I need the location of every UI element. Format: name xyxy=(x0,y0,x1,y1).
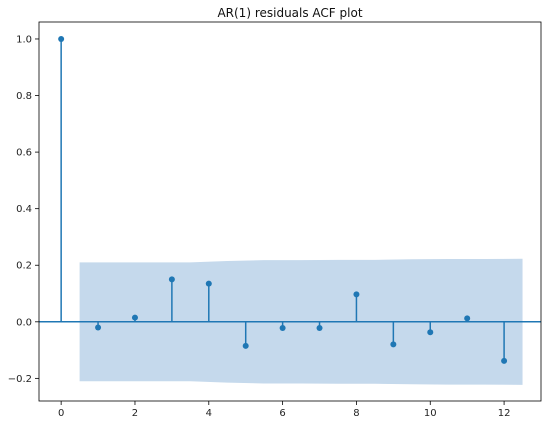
chart-title: AR(1) residuals ACF plot xyxy=(217,6,362,20)
plot-frame xyxy=(38,21,542,402)
y-tick-label: 0.0 xyxy=(16,317,32,328)
stem-lag-5 xyxy=(242,321,249,349)
y-tick-label: 0.2 xyxy=(16,261,32,272)
x-tick-label: 4 xyxy=(206,408,212,419)
stem-marker xyxy=(390,341,397,348)
stem-marker xyxy=(353,291,360,298)
stem-marker xyxy=(205,280,212,287)
stem-lag-6 xyxy=(279,321,286,332)
x-tick-label: 8 xyxy=(353,408,359,419)
stem-lag-2 xyxy=(131,314,138,322)
x-tick-label: 6 xyxy=(279,408,285,419)
x-tick-label: 10 xyxy=(424,408,437,419)
stem-marker xyxy=(58,35,65,42)
stem-marker xyxy=(95,324,102,331)
x-tick-label: 0 xyxy=(58,408,64,419)
stem-lag-1 xyxy=(95,321,102,331)
stem-marker xyxy=(242,342,249,349)
stem-marker xyxy=(131,314,138,321)
axis-layer: −0.2 0.0 0.2 0.4 0.6 0.8 1.0 0 2 4 6 8 10 12 xyxy=(8,21,542,419)
y-tick-label: 1.0 xyxy=(16,34,32,45)
x-tick-label: 12 xyxy=(498,408,511,419)
stem-lag-11 xyxy=(464,315,471,322)
y-tick-label: 0.6 xyxy=(16,148,32,159)
stem-marker xyxy=(501,357,508,364)
stem-layer xyxy=(58,35,508,364)
stem-marker xyxy=(316,325,323,332)
stem-lag-10 xyxy=(427,321,434,336)
stem-marker xyxy=(427,329,434,336)
x-tick-label: 2 xyxy=(132,408,138,419)
stem-lag-7 xyxy=(316,321,323,332)
stem-lag-8 xyxy=(353,291,360,322)
stem-lag-9 xyxy=(390,321,397,348)
stem-marker xyxy=(168,276,175,283)
y-tick-label: −0.2 xyxy=(8,374,32,385)
y-tick-label: 0.4 xyxy=(16,204,32,215)
stem-lag-12 xyxy=(501,321,508,364)
stem-marker xyxy=(464,315,471,322)
stem-lag-0 xyxy=(58,35,65,322)
stem-lag-3 xyxy=(168,276,175,322)
stem-lag-4 xyxy=(205,280,212,322)
stem-marker xyxy=(279,325,286,332)
y-tick-label: 0.8 xyxy=(16,91,32,102)
